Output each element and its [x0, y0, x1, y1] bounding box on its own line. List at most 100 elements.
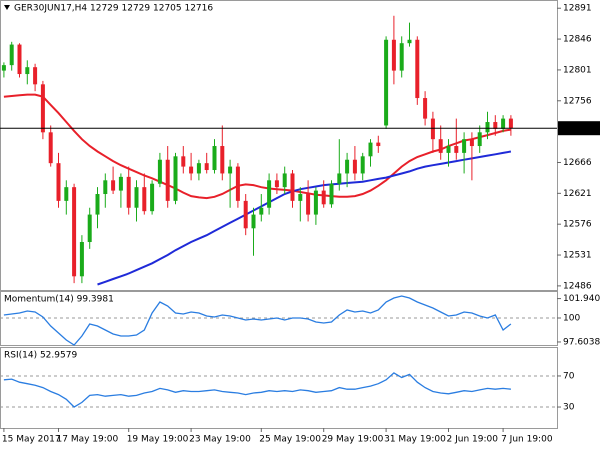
- candle-body: [360, 156, 365, 174]
- candle-body: [321, 190, 326, 205]
- x-tick-label: 31 May 19:00: [384, 435, 446, 445]
- candle-body: [415, 39, 420, 99]
- x-tick-label: 15 May 2017: [2, 435, 61, 445]
- y-tick-label: 12891: [563, 4, 592, 14]
- candle-body: [126, 176, 131, 208]
- candle-body: [430, 118, 435, 140]
- candle-body: [9, 44, 14, 66]
- y-tick-label: 100: [563, 314, 580, 324]
- candle-body: [235, 166, 240, 201]
- last-price-label: 12716: [563, 124, 592, 134]
- candle-body: [40, 84, 45, 133]
- candle-body: [282, 173, 287, 188]
- last-price-box: [558, 121, 600, 136]
- candle-body: [376, 142, 381, 147]
- y-tick-label: 30: [563, 403, 575, 413]
- indicator-line: [3, 295, 512, 346]
- y-tick-label: 12531: [563, 251, 592, 261]
- candle-body: [501, 118, 506, 129]
- rsi-panel-frame: [0, 347, 558, 429]
- candle-body: [48, 132, 53, 164]
- candle-body: [87, 214, 92, 243]
- candle-body: [228, 166, 233, 174]
- candle-body: [72, 187, 77, 277]
- y-tick-label: 12846: [563, 35, 592, 45]
- candle-body: [329, 183, 334, 205]
- y-tick-label: 97.6038: [563, 337, 600, 347]
- y-tick-label: 12756: [563, 96, 592, 106]
- candle-body: [446, 146, 451, 153]
- candle-body: [1, 65, 6, 71]
- candle-body: [150, 183, 155, 212]
- candle-body: [462, 139, 467, 153]
- y-tick-label: 12621: [563, 189, 592, 199]
- candle-body: [407, 39, 412, 44]
- candle-body: [290, 173, 295, 201]
- candle-body: [477, 132, 482, 147]
- candle-body: [469, 139, 474, 147]
- candle-body: [298, 194, 303, 201]
- candle-body: [173, 156, 178, 201]
- y-tick-label: 70: [563, 371, 575, 381]
- candle-body: [345, 159, 350, 174]
- indicator-line: [3, 372, 511, 408]
- candle-body: [157, 159, 162, 184]
- candle-body: [95, 194, 100, 215]
- candle-body: [337, 173, 342, 184]
- symbol-marker: [4, 5, 10, 10]
- candle-body: [79, 242, 84, 277]
- candle-body: [189, 166, 194, 174]
- candle-body: [134, 187, 139, 208]
- rsi-title: RSI(14) 52.9579: [4, 351, 77, 361]
- x-tick-label: 29 May 19:00: [322, 435, 384, 445]
- y-tick-label: 12576: [563, 220, 592, 230]
- candle-body: [259, 207, 264, 215]
- y-tick-label: 12666: [563, 158, 592, 168]
- x-tick-label: 19 May 19:00: [127, 435, 189, 445]
- candle-body: [25, 67, 30, 75]
- y-tick-label: 12801: [563, 65, 592, 75]
- y-tick-label: 101.9407: [563, 294, 600, 304]
- candle-body: [274, 180, 279, 188]
- candle-body: [220, 146, 225, 174]
- candle-body: [142, 187, 147, 212]
- candle-body: [212, 146, 217, 171]
- candle-body: [399, 43, 404, 71]
- moving-average: [97, 150, 512, 286]
- candle-body: [384, 39, 389, 126]
- candle-body: [204, 163, 209, 171]
- candle-body: [438, 139, 443, 153]
- candle-body: [352, 159, 357, 174]
- candle-body: [181, 156, 186, 167]
- y-tick-label: 12486: [563, 281, 592, 291]
- candle-body: [243, 200, 248, 229]
- candle-body: [56, 163, 61, 201]
- candle-body: [454, 146, 459, 153]
- candle-body: [368, 142, 373, 157]
- x-tick-label: 23 May 19:00: [189, 435, 251, 445]
- candle-body: [251, 214, 256, 229]
- candle-body: [17, 44, 22, 75]
- momentum-title: Momentum(14) 99.3981: [4, 295, 114, 305]
- x-tick-label: 2 Jun 19:00: [447, 435, 499, 445]
- candle-body: [196, 163, 201, 174]
- candle-body: [64, 187, 69, 201]
- candle-body: [493, 122, 498, 129]
- chart-title: GER30JUN17,H4 12729 12729 12705 12716: [14, 4, 213, 14]
- candle-body: [165, 159, 170, 201]
- candle-body: [313, 190, 318, 215]
- candle-body: [306, 194, 311, 215]
- candle-body: [118, 176, 123, 191]
- moving-average: [3, 93, 512, 200]
- candle-body: [485, 122, 490, 133]
- x-tick-label: 7 Jun 19:00: [501, 435, 553, 445]
- candle-body: [423, 98, 428, 119]
- candle-body: [33, 67, 38, 85]
- candle-body: [391, 39, 396, 71]
- x-tick-label: 17 May 19:00: [57, 435, 119, 445]
- price-panel-frame: [0, 0, 558, 291]
- x-tick-label: 25 May 19:00: [259, 435, 321, 445]
- candle-body: [103, 180, 108, 195]
